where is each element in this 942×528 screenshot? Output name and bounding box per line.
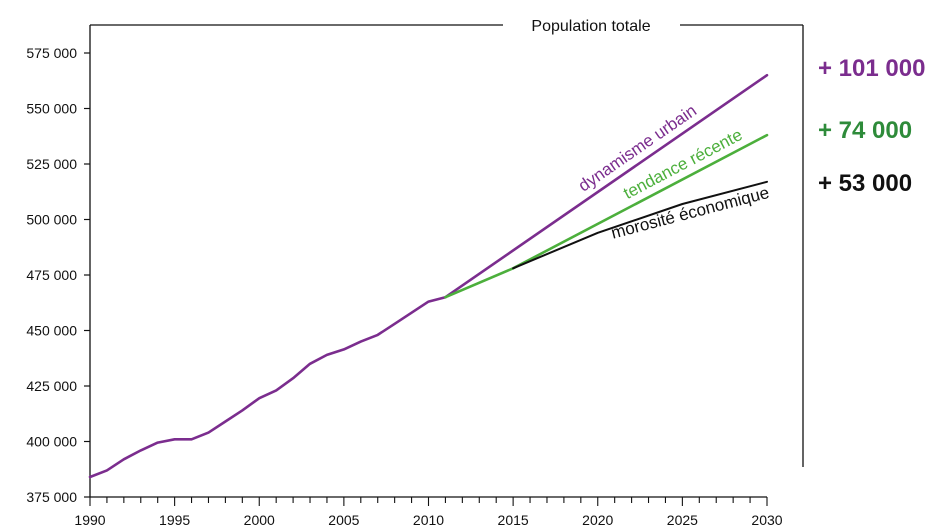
- y-tick-label: 375 000: [26, 489, 77, 505]
- y-tick-label: 425 000: [26, 378, 77, 394]
- x-tick-label: 1990: [74, 512, 105, 528]
- y-tick-label: 475 000: [26, 267, 77, 283]
- y-tick-label: 400 000: [26, 434, 77, 450]
- annotation-tendance-delta: + 74 000: [818, 117, 913, 144]
- y-tick-label: 525 000: [26, 156, 77, 172]
- annotation-dynamisme-delta: + 101 000: [818, 55, 926, 82]
- historical-population-line: [88, 295, 447, 479]
- chart-title-group: Population totale: [90, 18, 803, 35]
- x-tick-label: 2000: [244, 512, 275, 528]
- chart-axes: 375 000 400 000 425 000 450 000 475 000 500 0…: [26, 25, 804, 528]
- y-tick-label: 575 000: [26, 45, 77, 61]
- series-lines: [88, 73, 769, 479]
- y-tick-label: 500 000: [26, 212, 77, 228]
- x-tick-label: 2030: [751, 512, 782, 528]
- x-tick-label: 2020: [582, 512, 613, 528]
- x-tick-label: 2025: [667, 512, 698, 528]
- x-tick-label: 2015: [498, 512, 529, 528]
- x-tick-label: 2010: [413, 512, 444, 528]
- y-tick-label: 550 000: [26, 101, 77, 117]
- x-tick-label: 1995: [159, 512, 190, 528]
- morosite-economique-line: [512, 180, 768, 270]
- chart-title: Population totale: [531, 18, 650, 35]
- x-tick-label: 2005: [328, 512, 359, 528]
- annotation-morosite-delta: + 53 000: [818, 170, 913, 197]
- dynamisme-urbain-line: [444, 73, 769, 299]
- y-tick-label: 450 000: [26, 323, 77, 339]
